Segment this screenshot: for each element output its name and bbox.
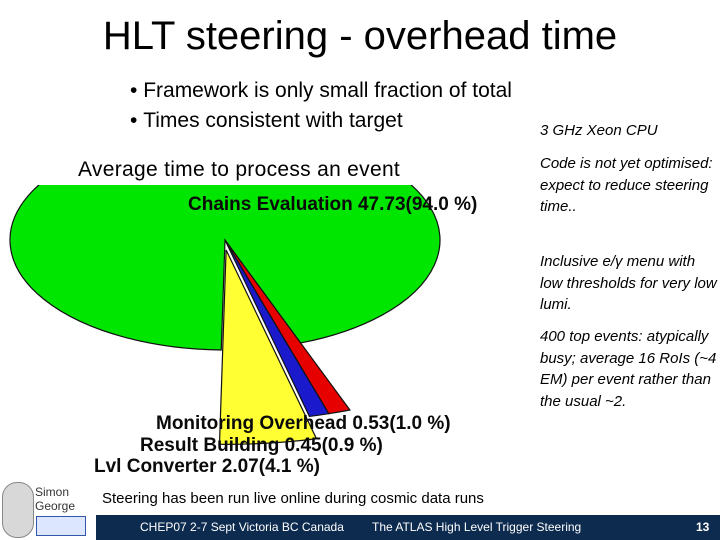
chart-label-monitoring: Monitoring Overhead 0.53(1.0 %) [156, 413, 451, 434]
pie-slice-result-building [224, 239, 330, 418]
bullet-item: Framework is only small fraction of tota… [130, 76, 512, 106]
logo-badge [36, 516, 86, 536]
logo-line2: George [35, 499, 76, 513]
logo-name: Simon George [35, 485, 75, 513]
slide-title: HLT steering - overhead time [102, 14, 618, 58]
footer-note: Steering has been run live online during… [102, 490, 484, 507]
footer-bar: CHEP07 2-7 Sept Victoria BC Canada The A… [96, 515, 720, 540]
chart-label-chains: Chains Evaluation 47.73(94.0 %) [188, 194, 477, 215]
atlas-figure-icon [2, 482, 34, 538]
side-note-events: 400 top events: atypically busy; average… [540, 328, 717, 410]
side-note-menu: Inclusive e/γ menu with low thresholds f… [540, 253, 717, 313]
page-number: 13 [696, 520, 710, 534]
chart-subtitle: Average time to process an event [78, 158, 401, 181]
footer-talk: The ATLAS High Level Trigger Steering [372, 520, 582, 534]
author-logo: Simon George [0, 480, 96, 540]
bullet-list: Framework is only small fraction of tota… [130, 76, 512, 136]
bullet-item: Times consistent with target [130, 106, 512, 136]
pie-slice-lvl-converter [218, 249, 318, 445]
cpu-note: 3 GHz Xeon CPU [540, 122, 658, 139]
chart-label-lvl: Lvl Converter 2.07(4.1 %) [94, 456, 320, 477]
logo-line1: Simon [35, 485, 70, 499]
pie-slice-chains-evaluation [9, 185, 441, 351]
footer-conference: CHEP07 2-7 Sept Victoria BC Canada [140, 520, 344, 534]
chart-label-result: Result Building 0.45(0.9 %) [140, 435, 383, 456]
side-note-optimisation: Code is not yet optimised: expect to red… [540, 155, 713, 215]
pie-chart: Chains Evaluation 47.73(94.0 %) Monitori… [9, 185, 477, 477]
